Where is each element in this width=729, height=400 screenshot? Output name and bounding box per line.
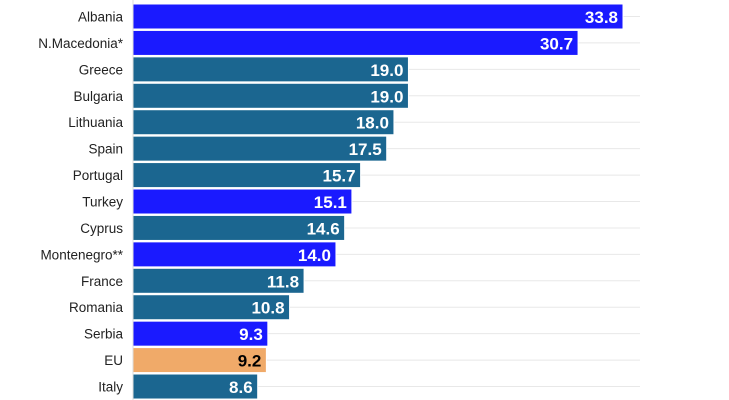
category-label: Spain: [88, 142, 123, 157]
category-label: Turkey: [82, 195, 123, 210]
bar-greece: [132, 56, 409, 83]
category-label: Italy: [98, 380, 123, 395]
bar-romania: [132, 294, 291, 321]
bar-cyprus: [132, 214, 346, 241]
bar-bulgaria: [132, 82, 409, 109]
category-label: N.Macedonia*: [38, 36, 124, 51]
value-label: 30.7: [540, 34, 573, 53]
category-label: Cyprus: [80, 221, 123, 236]
category-label: Serbia: [84, 327, 124, 342]
value-label: 19.0: [370, 87, 403, 106]
value-label: 15.7: [323, 167, 356, 186]
category-label: Portugal: [73, 168, 123, 183]
bar-france: [132, 267, 305, 294]
value-label: 9.2: [238, 352, 262, 371]
bar-italy: [132, 373, 259, 400]
category-label: Lithuania: [68, 115, 123, 130]
value-label: 33.8: [585, 8, 618, 27]
bar-nmacedonia: [132, 29, 579, 56]
bar-turkey: [132, 188, 353, 215]
value-label: 18.0: [356, 114, 389, 133]
value-label: 17.5: [349, 140, 382, 159]
category-label: France: [81, 274, 123, 289]
value-label: 14.0: [298, 246, 331, 265]
bar-lithuania: [132, 109, 395, 136]
category-label: EU: [104, 353, 123, 368]
value-label: 9.3: [239, 325, 263, 344]
bar-serbia: [132, 320, 269, 347]
bar-portugal: [132, 162, 362, 189]
value-label: 8.6: [229, 378, 253, 397]
value-label: 19.0: [370, 61, 403, 80]
category-label: Bulgaria: [73, 89, 123, 104]
value-label: 11.8: [267, 272, 299, 291]
value-label: 10.8: [251, 299, 284, 318]
category-label: Albania: [78, 10, 124, 25]
bar-eu: [132, 347, 267, 374]
category-label: Montenegro**: [40, 247, 123, 262]
category-label: Greece: [79, 62, 123, 77]
bar-albania: [132, 3, 624, 30]
value-label: 15.1: [314, 193, 347, 212]
category-label: Romania: [69, 300, 124, 315]
bar-montenegro: [132, 241, 337, 268]
value-label: 14.6: [307, 219, 340, 238]
